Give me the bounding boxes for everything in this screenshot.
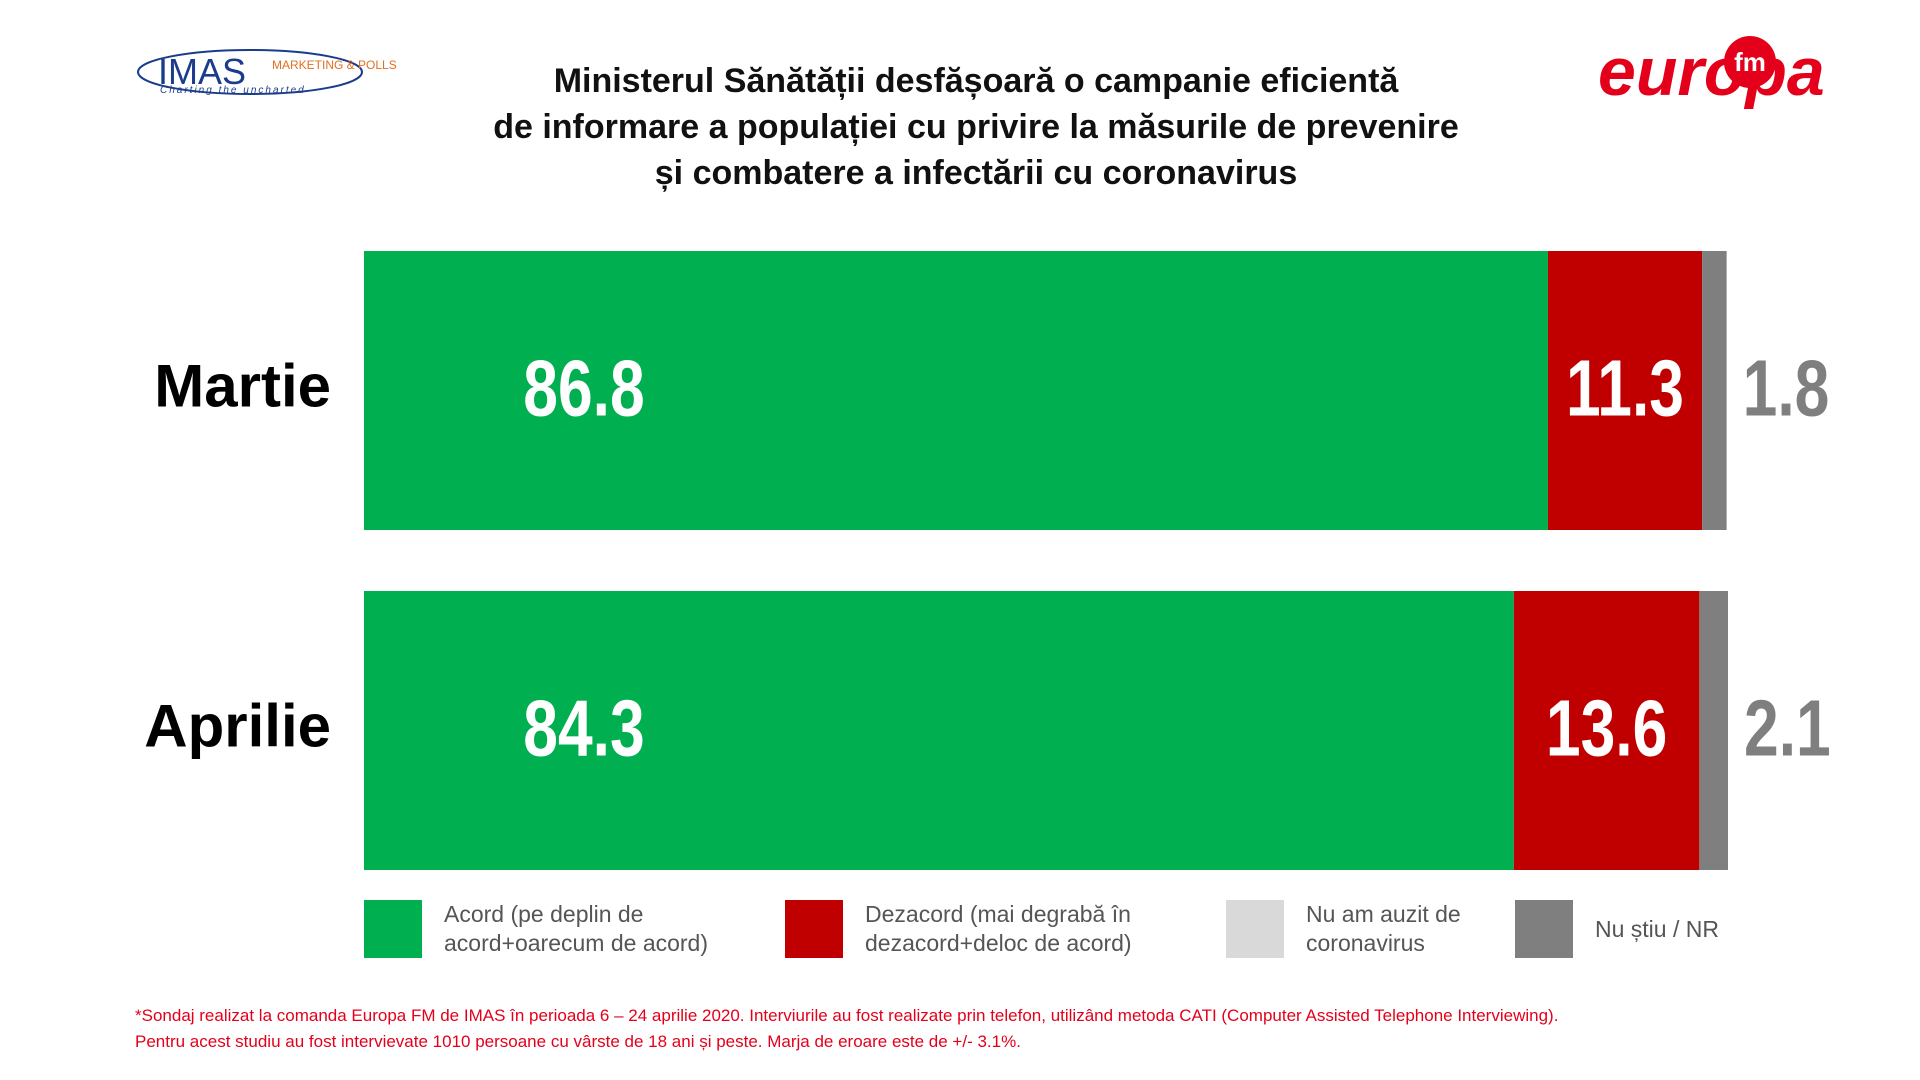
legend-swatch [785, 900, 843, 958]
legend-item: Dezacord (mai degrabă în dezacord+deloc … [785, 900, 1135, 958]
logo-imas: IMAS [158, 51, 246, 92]
value-label: 13.6 [1546, 684, 1667, 773]
chart-title: Ministerul Sănătății desfășoară o campan… [554, 62, 1400, 100]
logo-fm: fm [1734, 47, 1766, 77]
chart-title: de informare a populației cu privire la … [493, 108, 1459, 146]
value-label: 2.1 [1744, 684, 1831, 773]
footnote: *Sondaj realizat la comanda Europa FM de… [135, 1006, 1558, 1025]
bar-segment [1547, 251, 1703, 530]
value-label: 11.3 [1566, 344, 1684, 433]
chart-title: și combatere a infectării cu coronavirus [655, 154, 1297, 192]
category-label: Aprilie [144, 692, 331, 759]
category-label: Martie [154, 352, 331, 419]
value-label: 84.3 [523, 684, 644, 773]
bar-segment [1513, 591, 1700, 870]
legend-item: Nu am auzit de coronavirus [1226, 900, 1486, 958]
logo-fm-circle [1724, 36, 1776, 88]
legend-item: Nu știu / NR [1515, 900, 1865, 958]
legend-swatch [1226, 900, 1284, 958]
legend-label: Acord (pe deplin de acord+oarecum de aco… [444, 901, 709, 956]
footnote: Pentru acest studiu au fost intervievate… [135, 1032, 1021, 1051]
bar-segment [364, 591, 1514, 870]
bar-segment [1699, 591, 1728, 870]
logo-imas-sub: MARKETING & POLLS [272, 58, 397, 72]
legend-label: Nu știu / NR [1595, 915, 1719, 942]
bar-segment [1702, 251, 1727, 530]
legend-swatch [1515, 900, 1573, 958]
bar-segment [364, 251, 1548, 530]
legend-item: Acord (pe deplin de acord+oarecum de aco… [364, 900, 714, 958]
logo-europa: europa [1598, 34, 1825, 110]
legend-label: Dezacord (mai degrabă în dezacord+deloc … [865, 901, 1132, 956]
legend-label: Nu am auzit de coronavirus [1306, 901, 1461, 956]
value-label: 1.8 [1743, 344, 1830, 433]
logo-swoosh [137, 49, 363, 95]
logo-tagline: Charting the uncharted [160, 85, 306, 96]
legend-swatch [364, 900, 422, 958]
value-label: 86.8 [523, 344, 644, 433]
